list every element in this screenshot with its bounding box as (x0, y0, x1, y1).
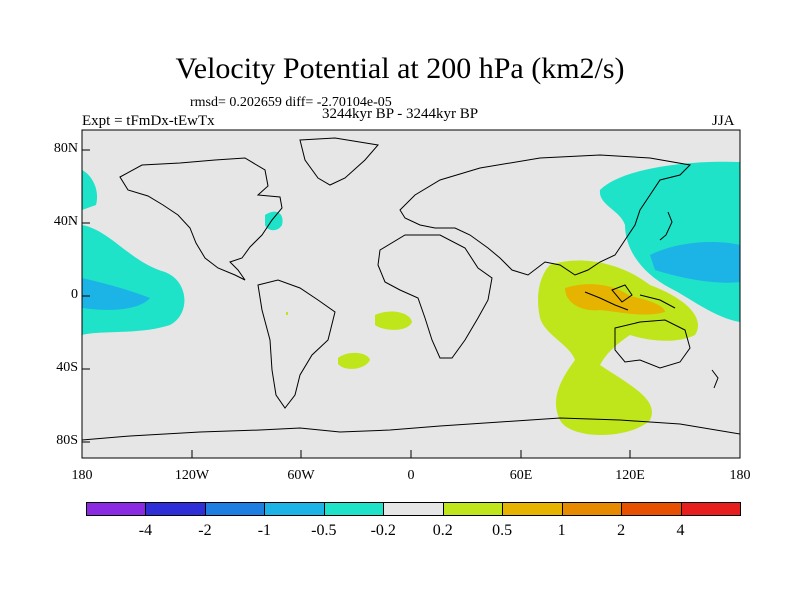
coast-new-guinea (639, 294, 676, 309)
coast-japan (659, 211, 673, 241)
legend-color-box (383, 502, 444, 516)
anomaly-northwest-pacific-core (650, 242, 740, 283)
xtick-label: 180 (71, 468, 93, 483)
experiment-label: Expt = tFmDx-tEwTx (82, 113, 215, 129)
ytick-label: 80S (56, 433, 78, 448)
coast-africa (377, 234, 493, 359)
ytick-label: 80N (53, 141, 78, 156)
anomaly-arctic-west (82, 170, 98, 210)
coast-greenland (299, 137, 379, 186)
coast-antarctica (82, 417, 740, 441)
legend-color-box (561, 502, 623, 516)
legend-color-box (264, 502, 325, 516)
coast-south-america (257, 279, 336, 409)
anomaly-north-atlantic (265, 211, 283, 231)
xtick-label: 180 (729, 468, 751, 483)
legend-label: -1 (257, 522, 272, 539)
legend-label: 2 (617, 522, 626, 539)
coast-sumatra-java (584, 291, 629, 311)
xtick-label: 120E (615, 468, 645, 483)
coast-new-zealand (711, 369, 719, 389)
xtick-label: 120W (174, 468, 210, 483)
legend-label: -2 (198, 522, 212, 539)
xtick-label: 0 (407, 468, 415, 483)
legend-label: 0.2 (432, 522, 453, 539)
season-label: JJA (712, 113, 735, 129)
axis-ticks (81, 149, 741, 458)
ytick-label: 40N (53, 214, 78, 229)
coast-north-america (119, 157, 283, 281)
coast-australia (614, 319, 691, 369)
legend-color-box (680, 502, 741, 516)
coast-borneo (611, 284, 633, 303)
legend-color-box (621, 502, 682, 516)
chart-title: Velocity Potential at 200 hPa (km2/s) (175, 52, 625, 85)
legend-color-box (86, 502, 147, 516)
legend-color-box (204, 502, 266, 516)
legend-label: 0.5 (492, 522, 513, 539)
legend-color-box (323, 502, 385, 516)
stats-label: rmsd= 0.202659 diff= -2.70104e-05 (190, 95, 392, 110)
legend-label: 4 (676, 522, 685, 539)
anomaly-south-atlantic (375, 311, 412, 330)
anomaly-maritime-continent-core (565, 284, 665, 315)
coastlines (82, 137, 740, 441)
ytick-label: 40S (56, 360, 78, 375)
anomaly-southwest-atlantic (338, 352, 370, 369)
xtick-label: 60W (287, 468, 315, 483)
legend-label: 1 (557, 522, 566, 539)
coast-eurasia (399, 154, 692, 276)
legend-color-box (442, 502, 504, 516)
ytick-label: 0 (71, 287, 78, 302)
xtick-label: 60E (509, 468, 533, 483)
legend-label: -0.5 (311, 522, 337, 539)
anomaly-small-dot (286, 312, 288, 315)
period-label: 3244kyr BP - 3244kyr BP (321, 106, 479, 122)
shaded-anomalies (82, 161, 740, 435)
anomaly-northwest-pacific (599, 161, 740, 322)
anomaly-central-pacific-core (82, 278, 150, 310)
legend-color-box (145, 502, 206, 516)
legend-label: -4 (138, 522, 153, 539)
legend-label: -0.2 (370, 522, 396, 539)
color-legend (86, 502, 741, 516)
legend-color-box (502, 502, 563, 516)
